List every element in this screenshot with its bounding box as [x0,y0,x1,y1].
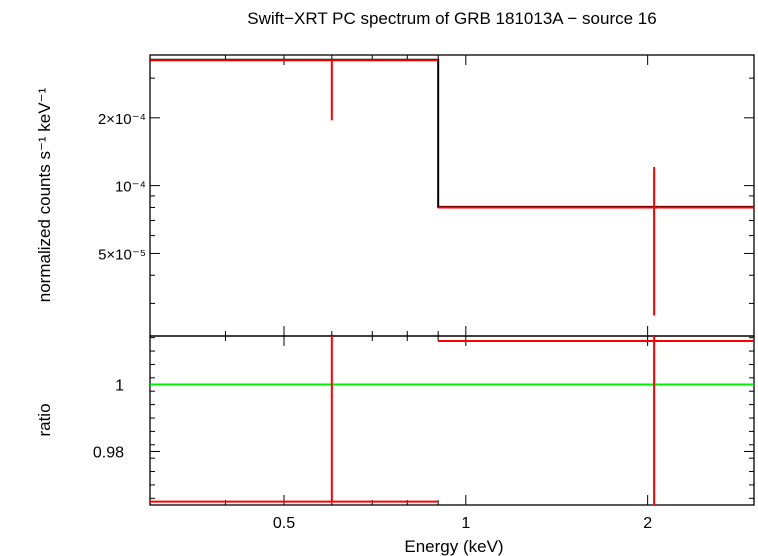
spectrum-y-axis-label: normalized counts s⁻¹ keV⁻¹ [35,87,54,302]
ratio-panel: 0.5 1 2 1 0.98 [93,335,755,532]
y-tick-label: 10⁻⁴ [115,179,146,196]
spectrum-frame [149,54,755,337]
y-tick-label: 5×10⁻⁵ [98,246,146,263]
x-axis-label: Energy (keV) [404,537,503,556]
ratio-y-axis-label: ratio [35,403,54,436]
spectrum-panel: 2×10⁻⁴ 10⁻⁴ 5×10⁻⁵ [98,54,755,337]
chart-title: Swift−XRT PC spectrum of GRB 181013A − s… [247,9,656,28]
x-tick-label: 1 [461,515,470,532]
x-tick-label: 2 [643,515,652,532]
x-tick-label: 0.5 [273,515,295,532]
y-tick-label: 1 [115,378,124,395]
y-tick-label: 0.98 [93,444,124,461]
ratio-frame [149,335,755,506]
model-step-line [150,58,754,208]
y-tick-label: 2×10⁻⁴ [98,111,146,128]
